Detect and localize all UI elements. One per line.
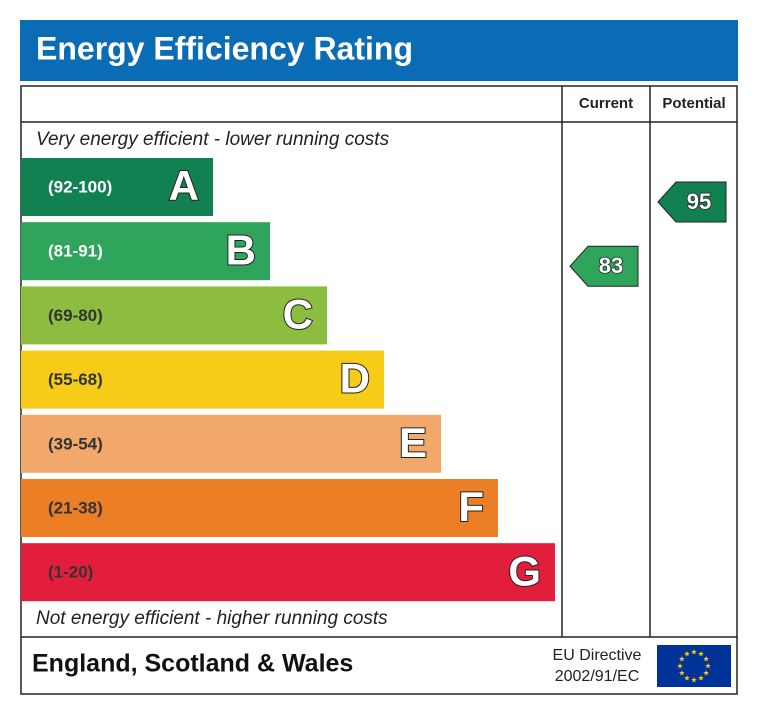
rating-value: 83	[599, 253, 623, 278]
star	[703, 656, 709, 662]
title: Energy Efficiency Rating	[36, 30, 413, 66]
star	[677, 663, 683, 669]
star	[679, 656, 685, 662]
band-range: (21-38)	[48, 498, 103, 517]
directive-code: 2002/91/EC	[555, 668, 640, 685]
rating-arrow	[657, 181, 727, 223]
band	[21, 158, 213, 216]
star	[698, 650, 704, 657]
rating-arrow	[569, 245, 639, 287]
band-range: (92-100)	[48, 177, 112, 196]
band-range: (39-54)	[48, 434, 103, 453]
band-letter: C	[283, 290, 313, 337]
band	[21, 286, 327, 345]
band	[21, 414, 441, 473]
band-letter: E	[399, 419, 427, 466]
region: England, Scotland & Wales	[32, 650, 353, 678]
band-letter: G	[508, 547, 541, 594]
band-range: (81-91)	[48, 242, 103, 261]
band	[21, 479, 498, 537]
potential-header: Potential	[662, 95, 725, 112]
rating-value: 95	[687, 189, 711, 214]
band-range: (69-80)	[48, 306, 103, 325]
band-letter: F	[458, 483, 484, 530]
eu-flag	[657, 645, 731, 687]
band-range: (1-20)	[48, 563, 93, 582]
band	[21, 350, 384, 409]
star	[684, 650, 690, 657]
band	[21, 543, 555, 602]
star	[679, 670, 685, 676]
band-letter: D	[340, 355, 370, 402]
star	[691, 677, 697, 683]
star	[684, 675, 690, 681]
star	[703, 670, 709, 676]
star	[698, 675, 704, 681]
band-range: (55-68)	[48, 370, 103, 389]
top-note: Very energy efficient - lower running co…	[36, 129, 390, 150]
star	[691, 649, 697, 655]
band	[21, 222, 270, 281]
bottom-note: Not energy efficient - higher running co…	[36, 608, 388, 629]
directive: EU Directive	[553, 647, 642, 664]
star	[705, 663, 711, 669]
band-letter: B	[226, 226, 256, 273]
current-header: Current	[579, 95, 633, 112]
title-bar	[20, 20, 738, 81]
band-letter: A	[169, 162, 199, 209]
